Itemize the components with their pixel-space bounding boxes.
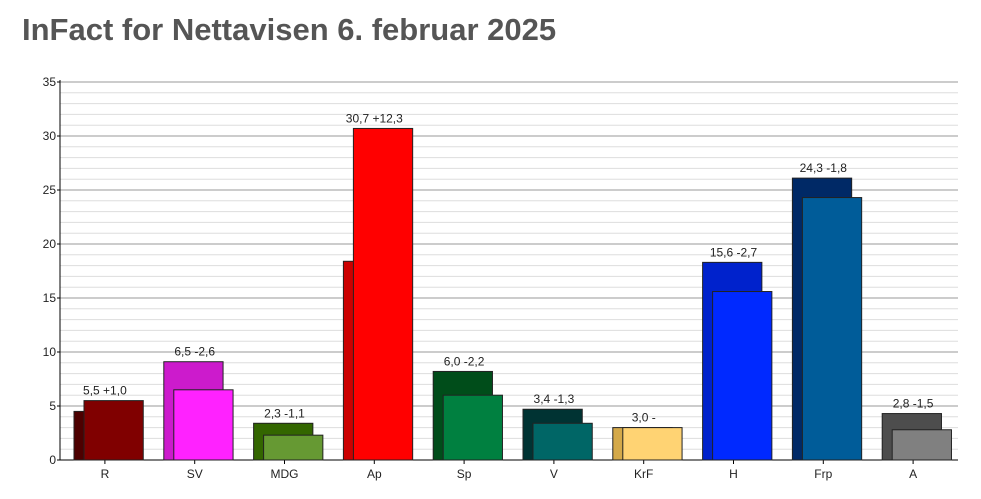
- value-label: 24,3 -1,8: [800, 161, 848, 175]
- bar: [442, 394, 503, 461]
- x-tick-label: Sp: [457, 467, 472, 481]
- y-tick-label: 30: [43, 129, 57, 143]
- y-tick-label: 10: [43, 345, 57, 359]
- value-label: 5,5 +1,0: [83, 384, 127, 398]
- y-tick-label: 5: [49, 399, 56, 413]
- bar: [801, 197, 863, 461]
- x-tick-label: SV: [187, 467, 203, 481]
- value-label: 6,0 -2,2: [444, 354, 485, 368]
- y-tick-label: 35: [43, 75, 57, 89]
- bar: [622, 427, 683, 461]
- value-label: 6,5 -2,6: [174, 345, 215, 359]
- value-label: 15,6 -2,7: [710, 245, 758, 259]
- x-tick-label: V: [550, 467, 558, 481]
- x-tick-label: Frp: [814, 467, 832, 481]
- bar: [173, 389, 234, 461]
- chart-title: InFact for Nettavisen 6. februar 2025: [22, 12, 556, 47]
- bar: [83, 400, 144, 461]
- bar: [712, 291, 773, 461]
- bar: [891, 429, 952, 461]
- bar: [352, 127, 414, 461]
- value-label: 2,8 -1,5: [893, 397, 934, 411]
- value-label: 3,4 -1,3: [534, 392, 575, 406]
- x-tick-label: A: [909, 467, 917, 481]
- bar: [263, 434, 324, 461]
- y-tick-label: 20: [43, 237, 57, 251]
- x-tick-label: Ap: [367, 467, 382, 481]
- y-tick-label: 15: [43, 291, 57, 305]
- x-tick-label: MDG: [271, 467, 299, 481]
- y-tick-label: 25: [43, 183, 57, 197]
- bar: [532, 422, 593, 461]
- x-tick-label: H: [729, 467, 738, 481]
- value-label: 3,0 -: [632, 411, 656, 425]
- value-label: 30,7 +12,3: [346, 111, 403, 125]
- value-label: 2,3 -1,1: [264, 406, 305, 420]
- x-tick-label: R: [101, 467, 110, 481]
- y-tick-label: 0: [49, 453, 56, 467]
- x-tick-label: KrF: [634, 467, 653, 481]
